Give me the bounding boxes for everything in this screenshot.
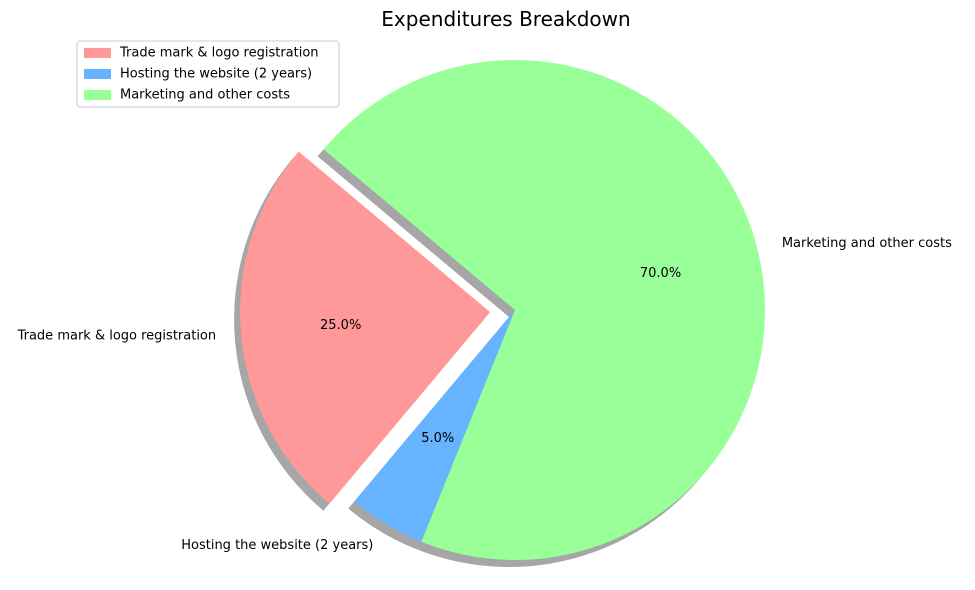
legend-frame	[76, 40, 340, 108]
legend-label-marketing-and-other-costs: Marketing and other costs	[120, 88, 290, 103]
legend-swatch-hosting-the-website-2-years	[84, 69, 111, 79]
category-label-trade-mark-logo-registration: Trade mark & logo registration	[17, 329, 217, 344]
slice-marketing-and-other-costs	[323, 60, 765, 561]
category-labels: Trade mark & logo registration Hosting th…	[17, 236, 952, 553]
legend-swatch-marketing-and-other-costs	[84, 90, 111, 100]
slice-hosting-the-website-2-years	[354, 310, 515, 542]
legend: Trade mark & logo registration Hosting th…	[76, 40, 340, 108]
percent-labels: 25.0% 5.0% 70.0%	[320, 266, 681, 446]
chart-title: Expenditures Breakdown	[381, 7, 630, 31]
percent-label-trade-mark-logo-registration: 25.0%	[320, 318, 361, 333]
legend-items: Trade mark & logo registration Hosting th…	[84, 46, 319, 103]
category-label-marketing-and-other-costs: Marketing and other costs	[782, 236, 952, 251]
legend-swatch-trade-mark-logo-registration	[84, 48, 111, 58]
pie-slices	[240, 60, 765, 561]
percent-label-marketing-and-other-costs: 70.0%	[640, 266, 681, 281]
slice-trade-mark-logo-registration	[240, 151, 491, 504]
category-label-hosting-the-website-2-years: Hosting the website (2 years)	[181, 538, 373, 553]
percent-label-hosting-the-website-2-years: 5.0%	[421, 431, 454, 446]
legend-label-trade-mark-logo-registration: Trade mark & logo registration	[119, 46, 319, 61]
legend-label-hosting-the-website-2-years: Hosting the website (2 years)	[120, 67, 312, 82]
